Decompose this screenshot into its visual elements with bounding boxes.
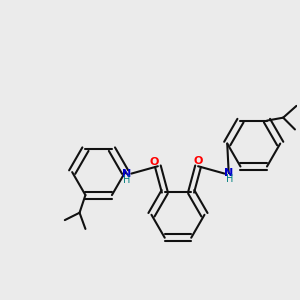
Text: O: O	[150, 157, 159, 166]
Text: N: N	[122, 169, 131, 178]
Text: H: H	[123, 175, 130, 185]
Text: H: H	[226, 175, 233, 184]
Text: N: N	[224, 168, 233, 178]
Text: O: O	[194, 156, 203, 166]
